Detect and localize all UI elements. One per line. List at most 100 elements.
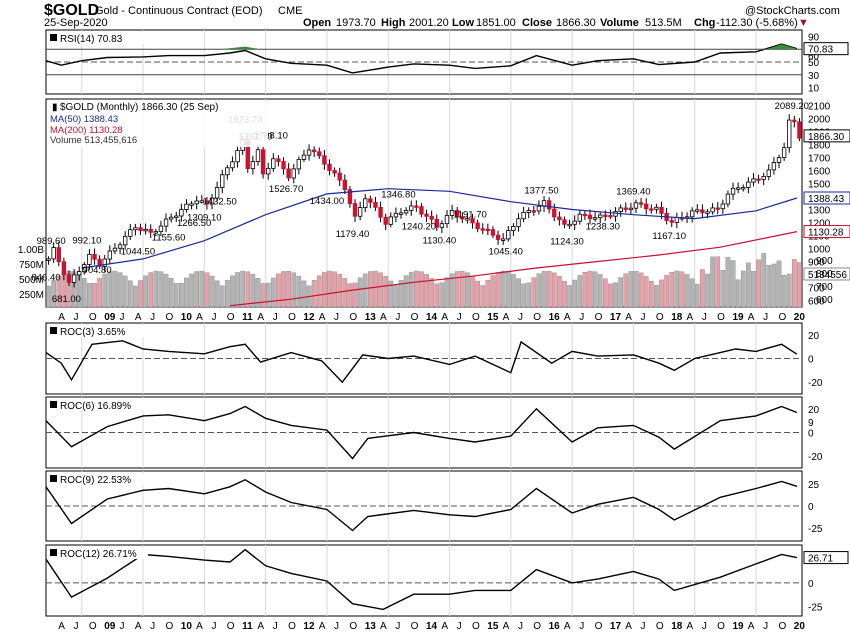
x-axis-year-label: 10 <box>181 621 193 632</box>
volume-bar <box>368 271 373 308</box>
roc3-tick-label: 0 <box>808 355 814 366</box>
price-tick-label: 1300 <box>808 206 831 217</box>
volume-bar <box>791 259 797 308</box>
volume-bar <box>357 277 363 308</box>
volume-bar <box>393 285 399 308</box>
rsi-overbought-fill <box>766 44 797 50</box>
volume-last-value: 5134556 <box>808 270 847 281</box>
x-axis-month-label: J <box>518 312 523 323</box>
candle-body <box>306 149 312 156</box>
x-axis-month-label: O <box>656 621 664 632</box>
x-axis-month-label: J <box>211 621 216 632</box>
candle-body <box>357 207 363 217</box>
roc9-tick-label: -25 <box>808 524 823 535</box>
candle-body <box>153 231 159 234</box>
x-axis-month-label: A <box>503 621 510 632</box>
candle-body <box>771 162 777 171</box>
x-axis-month-label: J <box>334 621 339 632</box>
x-axis-month-label: O <box>165 312 173 323</box>
low-label: Low <box>452 17 474 29</box>
candle-body <box>715 207 720 210</box>
volume-bar <box>107 271 113 308</box>
price-annotation: 989.60 <box>37 236 66 247</box>
candle-body <box>158 225 164 233</box>
x-axis-month-label: J <box>579 312 584 323</box>
candle-body <box>271 158 276 169</box>
rsi-label: RSI(14) 70.83 <box>60 34 123 45</box>
volume-bar <box>429 278 435 308</box>
candle-body <box>720 203 726 210</box>
roc9-label-swatch <box>50 475 57 482</box>
volume-bar <box>347 283 353 308</box>
price-tick-label: 900 <box>808 258 825 269</box>
volume-bar <box>551 272 557 308</box>
x-axis-year-label: 12 <box>303 312 315 323</box>
volume-legend: Volume 513,455,616 <box>50 135 137 146</box>
volume-bar <box>102 273 108 308</box>
candle-body <box>322 155 327 165</box>
volume-bar <box>87 283 92 308</box>
roc9-tick-label: 0 <box>808 502 814 513</box>
volume-bar <box>684 274 690 308</box>
volume-bar <box>255 278 261 308</box>
x-axis-month-label: O <box>411 312 419 323</box>
price-annotation: 1179.40 <box>336 229 370 240</box>
ticker-symbol: $GOLD <box>44 2 99 19</box>
x-axis-year-label: 15 <box>487 312 499 323</box>
volume-bar <box>444 277 450 308</box>
candle-body <box>296 158 302 170</box>
x-axis-month-label: A <box>196 621 203 632</box>
candle-body <box>97 258 102 267</box>
x-axis-month-label: J <box>641 312 646 323</box>
candle-body <box>317 151 322 157</box>
candle-body <box>511 226 516 231</box>
roc9-label-bg <box>48 473 148 485</box>
roc12-last-value: 26.71 <box>808 554 833 565</box>
x-axis-year-label: 13 <box>365 621 377 632</box>
candle-body <box>521 212 526 220</box>
candle-body <box>506 230 511 240</box>
volume-bar <box>342 278 348 308</box>
volume-bar <box>786 273 792 308</box>
candle-body <box>781 147 787 158</box>
candle-body <box>776 157 782 163</box>
volume-bar <box>413 270 419 308</box>
volume-bar <box>654 285 659 308</box>
volume-bar <box>337 274 343 308</box>
volume-bar <box>669 272 675 308</box>
volume-bar <box>465 272 470 308</box>
candle-body <box>557 216 562 221</box>
x-axis-month-label: A <box>625 312 632 323</box>
x-axis-month-label: O <box>89 621 97 632</box>
price-annotation: 681.00 <box>52 294 81 305</box>
x-axis-month-label: O <box>656 312 664 323</box>
candle-body <box>342 179 348 190</box>
volume-bar <box>700 269 705 308</box>
volume-bar <box>189 273 194 308</box>
volume-bar <box>740 270 746 308</box>
candle-body <box>383 216 388 225</box>
x-axis-month-label: O <box>288 312 296 323</box>
volume-bar <box>659 279 664 308</box>
roc6-tick-label: -20 <box>808 452 823 463</box>
volume-left-tick: 250M <box>19 290 44 301</box>
candle-body <box>567 223 572 227</box>
roc3-label-swatch <box>50 327 57 334</box>
volume-last-value-box <box>803 267 850 281</box>
volume-bar <box>480 285 486 308</box>
volume-bar <box>577 275 583 308</box>
chg-label: Chg <box>694 17 715 29</box>
candle-body <box>449 210 455 216</box>
price-annotation: 1240.20 <box>402 221 436 232</box>
candle-body <box>500 238 506 241</box>
volume-right-tick: 900 <box>816 256 833 267</box>
x-axis-month-label: A <box>687 312 694 323</box>
volume-bar <box>766 265 772 308</box>
volume-bar <box>459 270 465 308</box>
candle-body <box>250 161 256 170</box>
volume-bar <box>138 280 143 308</box>
volume-bar <box>117 272 123 308</box>
candle-body <box>735 187 741 190</box>
